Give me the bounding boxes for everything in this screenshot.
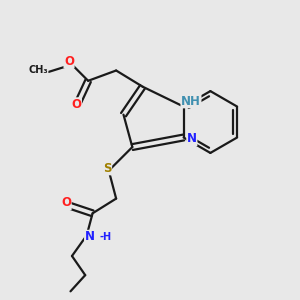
Text: O: O	[61, 196, 71, 209]
Text: NH: NH	[181, 95, 201, 108]
Text: O: O	[64, 55, 74, 68]
Text: O: O	[71, 98, 81, 111]
Text: -H: -H	[99, 232, 111, 242]
Text: S: S	[103, 162, 112, 175]
Text: N: N	[187, 133, 197, 146]
Text: N: N	[85, 230, 94, 243]
Text: CH₃: CH₃	[28, 65, 48, 76]
